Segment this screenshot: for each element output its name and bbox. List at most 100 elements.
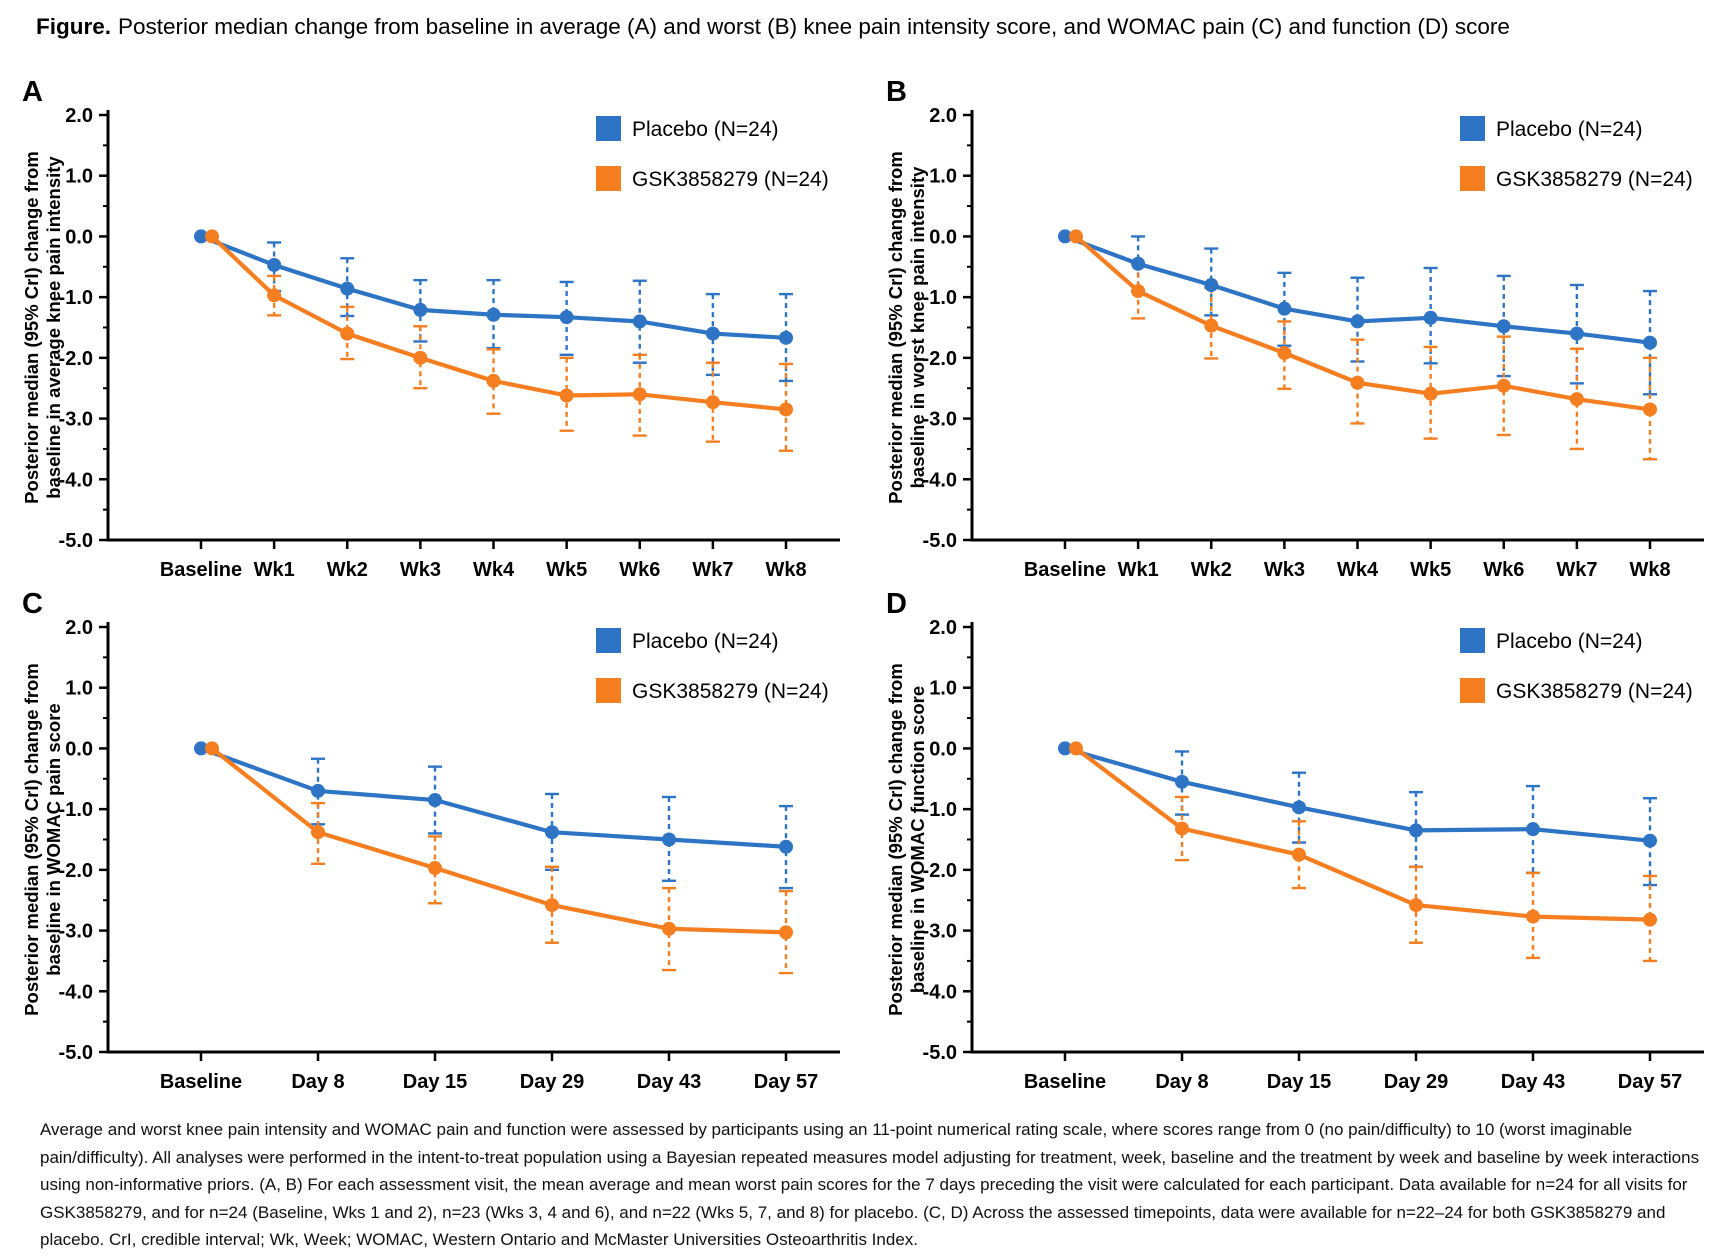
- axes: [963, 622, 1704, 1061]
- x-tick-label: Day 57: [754, 1071, 819, 1093]
- y-tick-label: 1.0: [929, 166, 957, 188]
- y-tick-label: -2.0: [923, 348, 957, 370]
- figure-title-prefix: Figure.: [36, 14, 112, 39]
- panel-b: B 2.0 1.0 0.0 -1.0 -2.0 -3.0 -4.0 -5.0 Baseline W…: [872, 76, 1728, 586]
- y-tick-label: -5.0: [923, 1042, 957, 1064]
- y-tick-label: -5.0: [59, 530, 93, 552]
- legend-swatch-gsk: [1460, 678, 1485, 703]
- legend-swatch-gsk: [596, 166, 621, 191]
- y-tick-label: -5.0: [59, 1042, 93, 1064]
- y-tick-label: -1.0: [59, 799, 93, 821]
- series-line-gsk: [209, 746, 789, 935]
- series-line-placebo: [198, 746, 789, 849]
- legend-label-gsk: GSK3858279 (N=24): [1496, 168, 1693, 191]
- axes: [963, 110, 1704, 549]
- figure-footnote: Average and worst knee pain intensity an…: [40, 1120, 1700, 1250]
- legend-label-gsk: GSK3858279 (N=24): [632, 680, 829, 703]
- panel-label-b: B: [886, 76, 907, 108]
- panel-c: C 2.0 1.0 0.0 -1.0 -2.0 -3.0 -4.0 -5.0 Baseline D…: [8, 588, 864, 1098]
- y-tick-label: -4.0: [923, 469, 957, 491]
- y-tick-label: 1.0: [65, 166, 93, 188]
- y-tick-label: -4.0: [923, 981, 957, 1003]
- y-axis-label: Posterior median (95% CrI) change fromba…: [885, 663, 928, 1016]
- error-bars-gsk: [267, 274, 793, 452]
- x-tick-label: Wk5: [1410, 559, 1451, 581]
- error-bars-placebo: [1131, 235, 1657, 396]
- error-bars-gsk: [1131, 262, 1657, 461]
- figure-title-text: Posterior median change from baseline in…: [118, 14, 1510, 39]
- x-tick-label: Wk8: [765, 559, 806, 581]
- y-tick-label: 0.0: [65, 226, 93, 248]
- y-tick-label: 2.0: [929, 105, 957, 127]
- x-tick-label: Wk8: [1629, 559, 1670, 581]
- legend-label-placebo: Placebo (N=24): [632, 630, 779, 653]
- x-tick-label: Baseline: [160, 559, 242, 581]
- y-tick-label: 1.0: [929, 678, 957, 700]
- y-tick-label: 0.0: [929, 738, 957, 760]
- legend-swatch-placebo: [596, 628, 621, 653]
- chart-c: 2.0 1.0 0.0 -1.0 -2.0 -3.0 -4.0 -5.0 Baseline Day…: [21, 617, 840, 1093]
- legend-swatch-gsk: [1460, 166, 1485, 191]
- legend: Placebo (N=24) GSK3858279 (N=24): [1460, 628, 1693, 703]
- axes: [99, 110, 840, 549]
- y-tick-label: -2.0: [59, 860, 93, 882]
- x-tick-label: Wk1: [254, 559, 295, 581]
- y-tick-label: 1.0: [65, 678, 93, 700]
- legend-label-gsk: GSK3858279 (N=24): [632, 168, 829, 191]
- series-line-gsk: [1073, 746, 1653, 922]
- y-tick-label: -5.0: [923, 530, 957, 552]
- y-tick-label: 2.0: [929, 617, 957, 639]
- y-tick-label: -1.0: [923, 287, 957, 309]
- chart-b: 2.0 1.0 0.0 -1.0 -2.0 -3.0 -4.0 -5.0 Baseline Wk1…: [885, 105, 1704, 581]
- panel-d: D 2.0 1.0 0.0 -1.0 -2.0 -3.0 -4.0 -5.0 Baseline D…: [872, 588, 1728, 1098]
- legend: Placebo (N=24) GSK3858279 (N=24): [596, 628, 829, 703]
- legend: Placebo (N=24) GSK3858279 (N=24): [596, 116, 829, 191]
- figure-title: Figure. Posterior median change from base…: [36, 14, 1716, 40]
- x-tick-label: Day 15: [1267, 1071, 1332, 1093]
- x-tick-label: Wk7: [1556, 559, 1597, 581]
- y-tick-label: -1.0: [59, 287, 93, 309]
- x-tick-label: Wk3: [1264, 559, 1305, 581]
- legend-swatch-placebo: [596, 116, 621, 141]
- legend-swatch-gsk: [596, 678, 621, 703]
- series-markers-gsk: [1069, 741, 1657, 927]
- y-tick-label: -4.0: [59, 981, 93, 1003]
- x-tick-label: Day 8: [291, 1071, 344, 1093]
- y-axis-label: Posterior median (95% CrI) change fromba…: [885, 151, 928, 504]
- legend-label-placebo: Placebo (N=24): [1496, 630, 1643, 653]
- axes: [99, 622, 840, 1061]
- x-tick-label: Wk4: [473, 559, 515, 581]
- y-tick-label: -1.0: [923, 799, 957, 821]
- x-tick-label: Wk1: [1118, 559, 1159, 581]
- y-axis-label: Posterior median (95% CrI) change fromba…: [21, 663, 64, 1016]
- legend-swatch-placebo: [1460, 628, 1485, 653]
- y-tick-label: 0.0: [65, 738, 93, 760]
- legend-label-placebo: Placebo (N=24): [1496, 118, 1643, 141]
- series-markers-placebo: [194, 229, 793, 345]
- x-tick-label: Wk7: [692, 559, 733, 581]
- y-tick-label: -3.0: [923, 921, 957, 943]
- y-tick-label: -3.0: [59, 409, 93, 431]
- y-tick-label: -4.0: [59, 469, 93, 491]
- x-tick-label: Wk5: [546, 559, 587, 581]
- y-tick-label: 0.0: [929, 226, 957, 248]
- panel-label-d: D: [886, 588, 907, 620]
- series-line-placebo: [1062, 746, 1653, 843]
- x-tick-label: Wk6: [1483, 559, 1524, 581]
- y-tick-label: -3.0: [59, 921, 93, 943]
- x-tick-label: Day 43: [637, 1071, 702, 1093]
- chart-d: 2.0 1.0 0.0 -1.0 -2.0 -3.0 -4.0 -5.0 Baseline Day…: [885, 617, 1704, 1093]
- x-tick-label: Wk6: [619, 559, 660, 581]
- x-tick-label: Baseline: [160, 1071, 242, 1093]
- series-markers-placebo: [1058, 741, 1657, 848]
- y-tick-label: -2.0: [923, 860, 957, 882]
- series-markers-gsk: [1069, 229, 1657, 417]
- series-markers-placebo: [1058, 229, 1657, 350]
- x-tick-label: Wk2: [327, 559, 368, 581]
- series-markers-gsk: [205, 741, 793, 940]
- y-tick-label: 2.0: [65, 105, 93, 127]
- y-axis-label: Posterior median (95% CrI) change fromba…: [21, 151, 64, 504]
- x-tick-label: Wk4: [1337, 559, 1379, 581]
- x-tick-label: Wk3: [400, 559, 441, 581]
- y-tick-label: 2.0: [65, 617, 93, 639]
